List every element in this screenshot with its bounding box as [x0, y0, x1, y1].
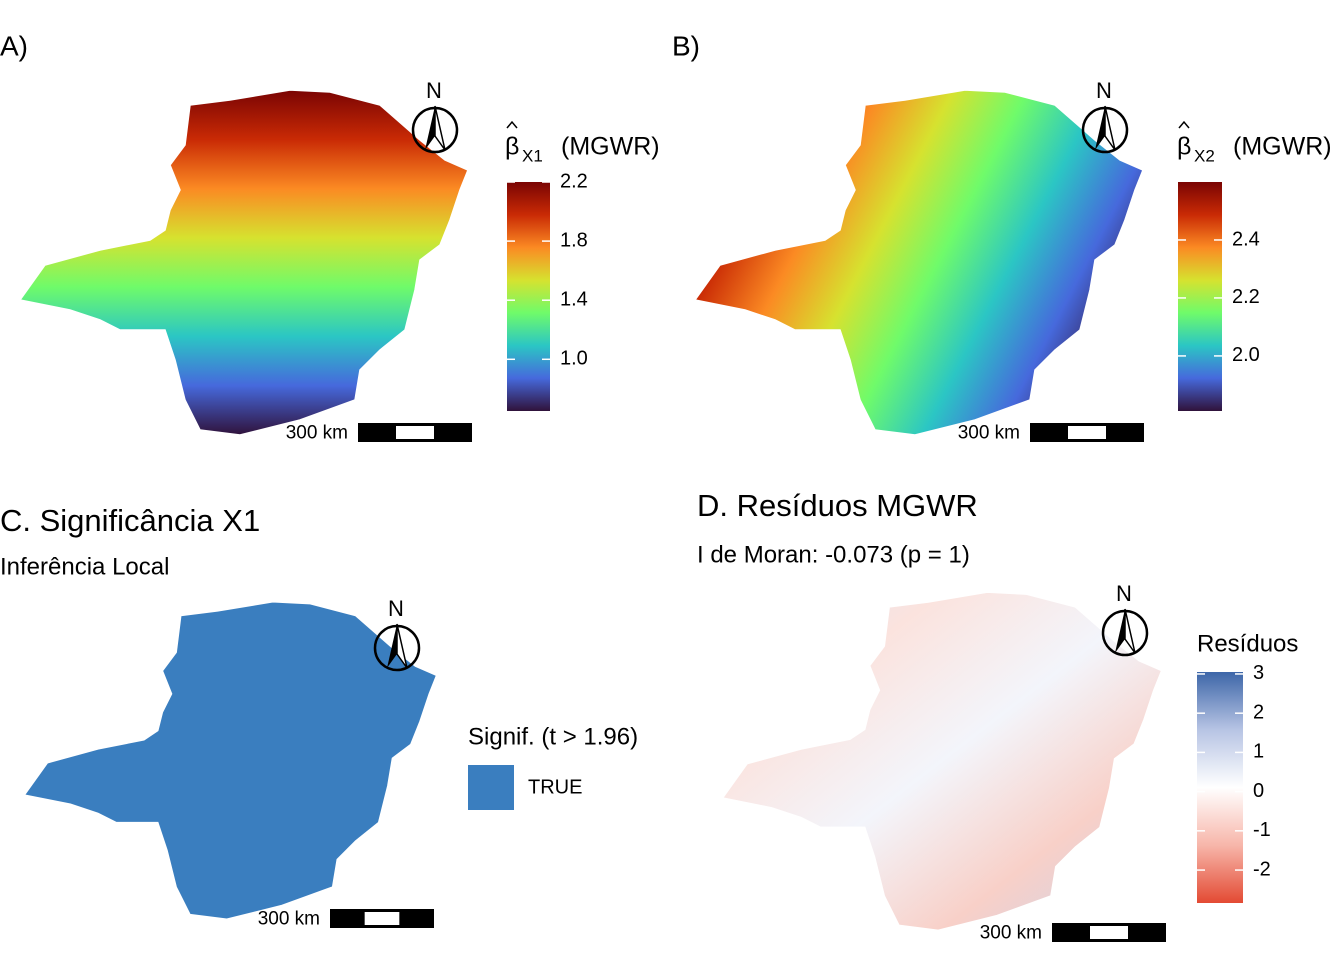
panel-title: C. Significância X1 — [0, 503, 260, 538]
colorbar-label: 2.2 — [1232, 286, 1260, 308]
north-label: N — [388, 596, 404, 621]
region-map — [721, 591, 1163, 932]
north-arrow — [1115, 609, 1125, 653]
region-map — [694, 89, 1144, 436]
region-map — [19, 89, 469, 436]
scale-label: 300 km — [958, 423, 1020, 444]
colorbar-label: 1.0 — [560, 348, 588, 370]
colorbar-label: -2 — [1253, 858, 1271, 880]
legend-title: (MGWR) — [561, 133, 660, 161]
colorbar-label: 1 — [1253, 741, 1264, 763]
legend-title: Signif. (t > 1.96) — [468, 723, 638, 750]
panel-subtitle: I de Moran: -0.073 (p = 1) — [697, 541, 970, 568]
panel-title: D. Resíduos MGWR — [697, 488, 978, 523]
colorbar — [1178, 182, 1222, 411]
north-arrow — [1124, 608, 1136, 654]
colorbar-label: 1.4 — [560, 288, 588, 310]
colorbar-label: 2.0 — [1232, 344, 1260, 366]
legend-hat — [1178, 120, 1190, 129]
colorbar-label: 1.8 — [560, 229, 588, 251]
legend-hat — [506, 120, 518, 129]
legend-title: β — [505, 133, 519, 161]
legend-title: Resíduos — [1197, 630, 1298, 657]
colorbar — [1197, 672, 1243, 903]
legend-title: X1 — [522, 146, 543, 165]
legend-label: TRUE — [528, 776, 582, 798]
colorbar-label: -1 — [1253, 819, 1271, 841]
north-arrow — [425, 106, 435, 150]
colorbar-label: 0 — [1253, 780, 1264, 802]
colorbar-label: 2.2 — [560, 170, 588, 192]
scale-bar — [364, 912, 400, 925]
north-label: N — [1116, 581, 1132, 606]
north-arrow — [434, 105, 446, 151]
scale-label: 300 km — [980, 923, 1042, 944]
colorbar-label: 2 — [1253, 701, 1264, 723]
scale-bar — [1090, 926, 1128, 939]
north-arrow — [387, 624, 397, 668]
north-arrow — [1095, 106, 1105, 150]
panel-subtitle: Inferência Local — [0, 553, 169, 580]
colorbar-label: 3 — [1253, 662, 1264, 684]
north-arrow — [396, 623, 408, 669]
scale-bar — [1068, 426, 1106, 439]
panel-label: A) — [0, 30, 28, 61]
panel-label: B) — [672, 30, 700, 61]
scale-label: 300 km — [258, 909, 320, 930]
legend-key — [468, 765, 514, 810]
colorbar — [507, 182, 550, 411]
north-label: N — [426, 78, 442, 103]
north-label: N — [1096, 78, 1112, 103]
legend-title: (MGWR) — [1233, 133, 1332, 161]
scale-bar — [396, 426, 434, 439]
colorbar-label: 2.4 — [1232, 228, 1260, 250]
scale-label: 300 km — [286, 423, 348, 444]
north-arrow — [1104, 105, 1116, 151]
legend-title: X2 — [1194, 146, 1215, 165]
legend-title: β — [1177, 133, 1191, 161]
